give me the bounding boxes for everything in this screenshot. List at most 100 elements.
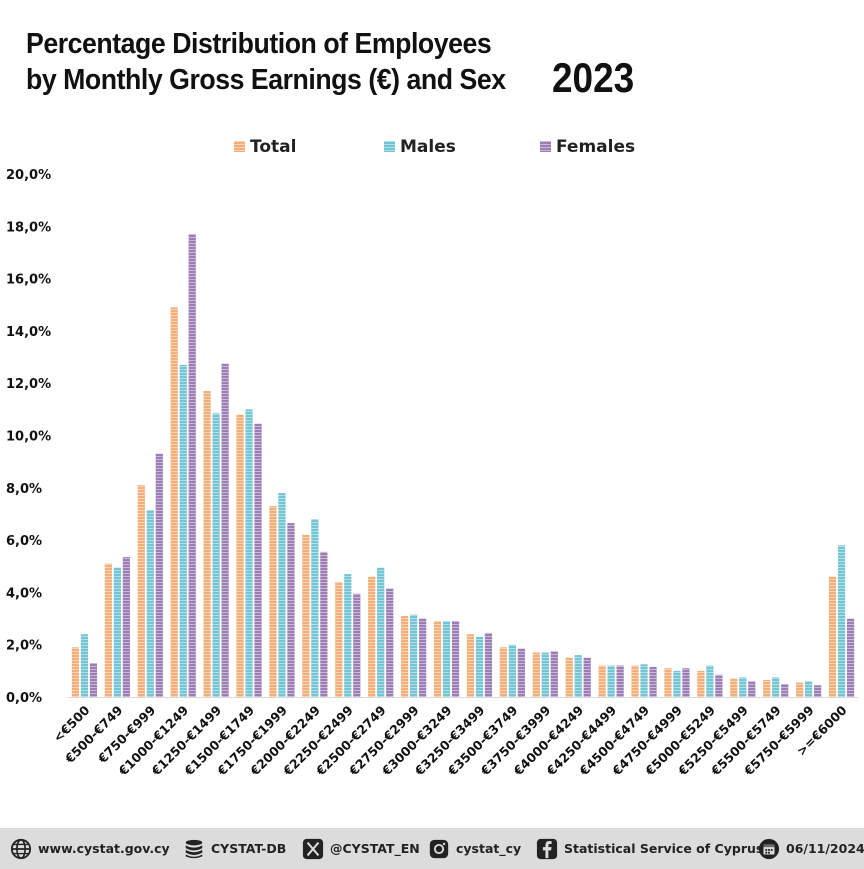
bar-texture <box>739 677 747 697</box>
x-axis: <€500€500-€749€750-€999€1000-€1249€1250-… <box>50 697 858 779</box>
x-twitter-icon <box>302 838 324 859</box>
legend-item-males: Males <box>384 137 456 157</box>
bar-chart: Total Males Females 0,0% 2,0% 4,0% 6,0% 8,0% 10… <box>6 137 858 779</box>
footer-database[interactable]: CYSTAT-DB <box>183 828 286 869</box>
bar-texture <box>814 685 822 697</box>
bar-texture <box>837 545 846 697</box>
bar-texture <box>508 644 516 697</box>
bar-texture <box>846 618 855 697</box>
title-block: Percentage Distribution of Employees by … <box>26 26 547 98</box>
bar-texture <box>598 665 606 697</box>
bar-texture <box>475 636 484 697</box>
bar-texture <box>80 634 89 697</box>
bar-texture <box>763 680 771 697</box>
bar-texture <box>781 683 789 697</box>
bar-texture <box>71 647 80 697</box>
legend-item-total: Total <box>234 137 296 157</box>
bar-texture <box>311 519 319 697</box>
bar-texture <box>828 576 837 697</box>
bar-texture <box>344 574 352 697</box>
footer-website-label: www.cystat.gov.cy <box>38 841 170 856</box>
bar-texture <box>715 674 723 697</box>
footer-website[interactable]: www.cystat.gov.cy <box>10 828 170 869</box>
bar-texture <box>550 651 558 697</box>
chart-year: 2023 <box>552 54 635 101</box>
bar-texture <box>212 413 220 697</box>
bar-texture <box>170 307 178 697</box>
bars <box>71 234 855 697</box>
bar-texture <box>221 363 229 697</box>
y-tick-label: 4,0% <box>6 586 42 601</box>
bar-texture <box>155 453 163 697</box>
bar-texture <box>664 668 672 697</box>
bar-texture <box>254 423 262 697</box>
bar-texture <box>517 648 525 697</box>
globe-icon <box>10 838 32 859</box>
y-tick-label: 2,0% <box>6 639 42 654</box>
bar-texture <box>203 391 211 697</box>
instagram-icon <box>429 839 449 858</box>
bar-texture <box>401 615 409 697</box>
bar-texture <box>287 523 295 697</box>
footer-instagram-label: cystat_cy <box>456 841 522 856</box>
bar-texture <box>484 632 493 697</box>
y-tick-label: 20,0% <box>6 168 51 183</box>
bar-texture <box>631 665 639 697</box>
bar-texture <box>673 670 681 697</box>
calendar-icon <box>758 838 780 859</box>
bar-texture <box>565 657 573 697</box>
bar-texture <box>451 621 460 697</box>
bar-texture <box>499 647 507 697</box>
legend-label: Females <box>556 137 635 157</box>
bar-texture <box>104 563 112 697</box>
bar-texture <box>179 364 187 697</box>
bar-texture <box>583 657 591 697</box>
bar-texture <box>541 652 549 697</box>
y-tick-label: 8,0% <box>6 482 42 497</box>
bar-texture <box>236 414 244 697</box>
footer-instagram[interactable]: cystat_cy <box>428 828 521 869</box>
bar-texture <box>245 409 253 697</box>
bar-texture <box>616 665 624 697</box>
bar-texture <box>532 652 540 697</box>
y-tick-label: 14,0% <box>6 325 51 340</box>
bar-texture <box>442 621 451 697</box>
bar-texture <box>113 567 121 697</box>
bar-texture <box>748 681 756 697</box>
bar-texture <box>697 670 705 697</box>
bar-texture <box>649 666 657 697</box>
chart-title-line1: Percentage Distribution of Employees <box>26 28 492 60</box>
y-tick-label: 12,0% <box>6 377 51 392</box>
footer-twitter-label: @CYSTAT_EN <box>330 841 420 856</box>
bar-texture <box>706 665 714 697</box>
y-tick-label: 18,0% <box>6 220 51 235</box>
legend-item-females: Females <box>540 137 635 157</box>
bar-texture <box>730 678 738 697</box>
bar-texture <box>386 588 394 697</box>
database-icon <box>185 839 203 858</box>
bar-texture <box>466 634 475 697</box>
bar-texture <box>419 618 427 697</box>
footer-facebook-label: Statistical Service of Cyprus <box>564 841 764 856</box>
bar-texture <box>574 655 582 697</box>
bar-texture <box>122 557 130 697</box>
chart-title-line2: by Monthly Gross Earnings (€) and Sex <box>26 64 506 96</box>
bar-texture <box>433 621 442 697</box>
legend: Total Males Females <box>234 137 635 157</box>
y-tick-label: 10,0% <box>6 430 51 445</box>
bar-texture <box>772 677 780 697</box>
bar-texture <box>269 506 277 697</box>
bar-texture <box>377 567 385 697</box>
footer-twitter[interactable]: @CYSTAT_EN <box>302 828 420 869</box>
bar-texture <box>353 593 361 697</box>
bar-texture <box>146 510 154 697</box>
bar-texture <box>410 614 418 697</box>
facebook-icon <box>536 838 558 859</box>
bar-texture <box>796 682 804 697</box>
bar-texture <box>805 681 813 697</box>
footer-facebook[interactable]: Statistical Service of Cyprus <box>536 828 763 869</box>
bar-texture <box>137 485 145 697</box>
bar-texture <box>335 581 343 697</box>
bar-texture <box>89 663 98 697</box>
y-axis: 0,0% 2,0% 4,0% 6,0% 8,0% 10,0% 12,0% 14,0% 16,0%… <box>6 168 51 706</box>
